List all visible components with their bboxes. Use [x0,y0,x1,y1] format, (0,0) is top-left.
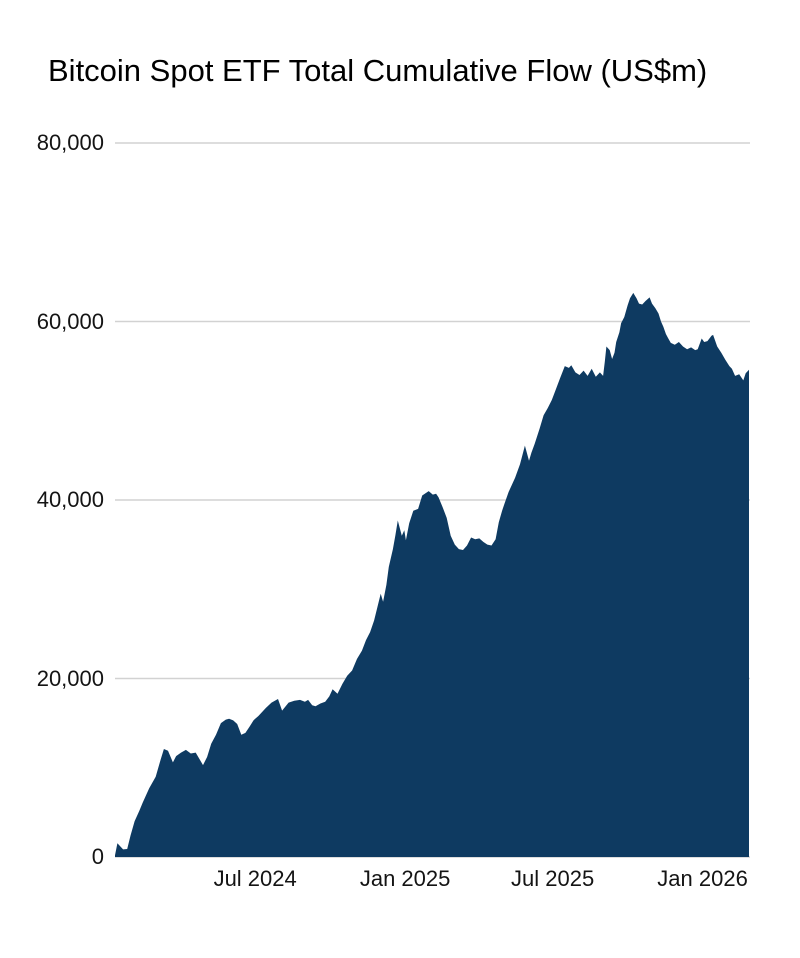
y-tick-label: 40,000 [36,487,104,512]
cumulative-flow-area [115,292,749,857]
x-tick-label: Jan 2025 [359,866,451,891]
y-tick-label: 80,000 [36,130,104,155]
x-tick-label: Jan 2026 [657,866,748,891]
y-tick-label: 60,000 [36,308,104,334]
cumulative-flow-series [115,292,749,857]
x-tick-label: Jul 2025 [511,866,595,891]
y-tick-label: 0 [91,844,104,869]
y-tick-label: 20,000 [36,665,104,691]
x-tick-label: Jul 2024 [213,866,297,891]
chart-title: Bitcoin Spot ETF Total Cumulative Flow (… [48,53,708,88]
